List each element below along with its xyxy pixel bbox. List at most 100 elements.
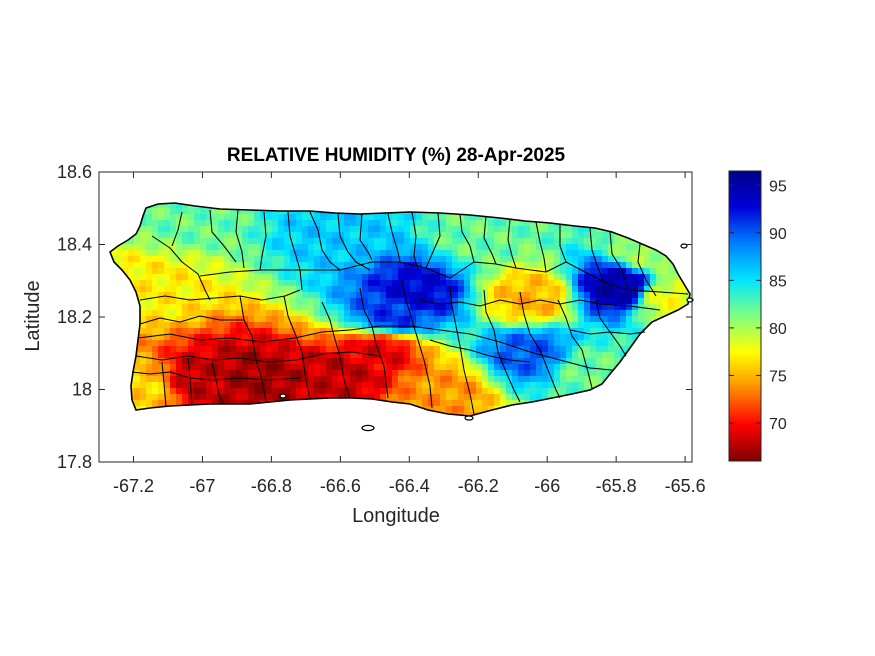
humidity-cell [284,388,291,395]
humidity-cell [212,358,219,365]
humidity-cell [224,394,231,401]
humidity-cell [284,220,291,227]
humidity-cell [398,322,405,329]
humidity-cell [572,310,579,317]
humidity-cell [608,346,615,353]
humidity-cell [458,292,465,299]
humidity-cell [452,244,459,251]
humidity-cell [446,226,453,233]
humidity-cell [458,280,465,287]
humidity-cell [356,250,363,257]
humidity-cell [512,328,519,335]
humidity-cell [488,304,495,311]
humidity-cell [458,250,465,257]
humidity-cell [368,376,375,383]
humidity-cell [428,238,435,245]
humidity-cell [218,346,225,353]
humidity-cell [224,238,231,245]
humidity-cell [602,262,609,269]
humidity-cell [692,226,699,233]
humidity-cell [464,244,471,251]
humidity-cell [218,250,225,257]
humidity-cell [428,280,435,287]
humidity-cell [656,250,663,257]
humidity-cell [440,364,447,371]
humidity-cell [356,316,363,323]
humidity-cell [314,382,321,389]
humidity-cell [392,262,399,269]
humidity-cell [488,310,495,317]
humidity-cell [380,256,387,263]
humidity-cell [356,226,363,233]
humidity-cell [338,292,345,299]
humidity-cell [176,203,183,209]
humidity-cell [410,346,417,353]
humidity-cell [428,322,435,329]
humidity-cell [146,232,153,239]
humidity-cell [290,394,297,401]
humidity-cell [170,268,177,275]
humidity-cell [464,214,471,221]
humidity-cell [356,382,363,389]
humidity-cell [596,364,603,371]
humidity-cell [182,316,189,323]
humidity-cell [320,250,327,257]
humidity-cell [536,226,543,233]
humidity-cell [206,358,213,365]
humidity-cell [620,256,627,263]
humidity-cell [590,316,597,323]
humidity-cell [602,346,609,353]
humidity-cell [554,232,561,239]
humidity-cell [170,220,177,227]
humidity-cell [692,268,699,275]
humidity-cell [464,400,471,407]
humidity-cell [494,220,501,227]
humidity-cell [410,298,417,305]
humidity-cell [344,292,351,299]
humidity-cell [650,280,657,287]
humidity-cell [608,310,615,317]
humidity-cell [344,328,351,335]
humidity-cell [614,328,621,335]
humidity-cell [596,298,603,305]
humidity-cell [314,232,321,239]
humidity-cell [650,286,657,293]
humidity-cell [206,214,213,221]
humidity-cell [242,388,249,395]
humidity-cell [152,382,159,389]
humidity-cell [404,370,411,377]
humidity-cell [476,406,483,413]
humidity-cell [230,358,237,365]
humidity-cell [602,340,609,347]
humidity-cell [272,388,279,395]
humidity-cell [230,304,237,311]
humidity-cell [476,310,483,317]
humidity-cell [410,400,417,407]
humidity-cell [146,358,153,365]
humidity-cell [560,232,567,239]
humidity-cell [386,334,393,341]
humidity-cell [320,238,327,245]
humidity-cell [368,244,375,251]
humidity-cell [152,268,159,275]
humidity-cell [464,394,471,401]
humidity-cell [602,268,609,275]
humidity-cell [446,406,453,413]
humidity-cell [164,286,171,293]
humidity-cell [314,388,321,395]
humidity-cell [566,304,573,311]
humidity-cell [536,280,543,287]
humidity-cell [542,310,549,317]
humidity-cell [338,388,345,395]
humidity-cell [362,370,369,377]
humidity-cell [566,298,573,305]
humidity-cell [362,220,369,227]
humidity-cell [518,364,525,371]
humidity-cell [530,256,537,263]
humidity-cell [290,286,297,293]
humidity-cell [194,274,201,281]
humidity-cell [566,352,573,359]
humidity-cell [188,322,195,329]
humidity-cell [206,316,213,323]
humidity-cell [356,214,363,221]
